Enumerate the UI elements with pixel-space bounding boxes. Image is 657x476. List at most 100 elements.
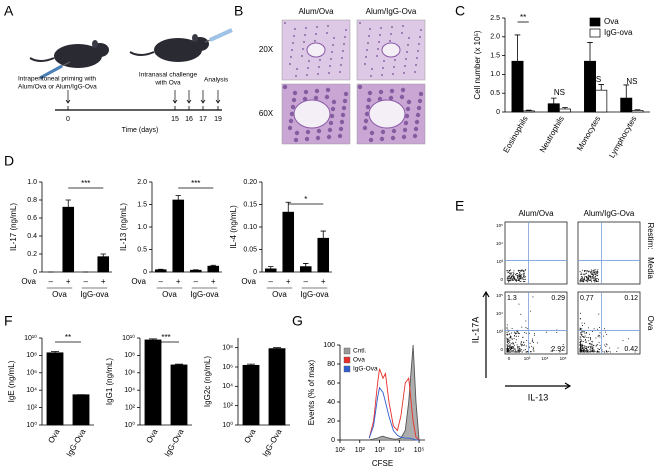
- nucleus: [325, 87, 331, 93]
- y-axis-label: IgE (ng/mL): [7, 360, 16, 402]
- event-dot: [507, 340, 509, 342]
- event-dot: [512, 338, 514, 340]
- x-tick-label: 10¹: [335, 447, 346, 454]
- event-dot: [533, 334, 535, 336]
- event-dot: [511, 351, 513, 353]
- y-tick-label: 10⁴: [26, 387, 37, 394]
- timeline-xlabel: Time (days): [122, 127, 159, 134]
- arrow: [172, 90, 178, 104]
- y-tick-label: 10³: [496, 259, 503, 264]
- y-tick-label: 2.0: [137, 179, 147, 186]
- event-dot: [583, 351, 585, 353]
- x-tick-label: –: [84, 277, 89, 286]
- event-dot: [581, 330, 583, 332]
- legend-label: Cntl.: [353, 348, 367, 355]
- event-dot: [508, 272, 510, 274]
- event-dot: [510, 279, 512, 281]
- event-dot: [520, 277, 522, 279]
- event-dot: [604, 328, 606, 330]
- legend-swatch: [589, 17, 601, 27]
- nucleus: [379, 136, 385, 142]
- event-dot: [521, 278, 523, 280]
- bar: [511, 60, 524, 113]
- x-tick-label: +: [286, 277, 291, 286]
- event-dot: [589, 351, 591, 353]
- event-dot: [511, 347, 513, 349]
- event-dot: [511, 278, 513, 280]
- x-tick-label: 10⁵: [414, 447, 425, 454]
- annotation: NS: [554, 88, 565, 97]
- event-dot: [522, 277, 524, 279]
- event-dot: [506, 351, 508, 353]
- event-dot: [530, 351, 532, 353]
- event-dot: [606, 333, 608, 335]
- nucleus: [316, 26, 318, 28]
- y-axis-label: IgG1 (ng/mL): [105, 358, 114, 405]
- error-bar: [525, 109, 532, 111]
- event-dot: [510, 274, 512, 276]
- event-dot: [590, 280, 592, 282]
- nucleus: [357, 84, 363, 90]
- event-dot: [513, 272, 515, 274]
- event-dot: [519, 270, 521, 272]
- y-tick-label: 10⁴: [222, 383, 233, 390]
- event-dot: [579, 327, 581, 329]
- nucleus: [302, 48, 304, 50]
- event-dot: [594, 351, 596, 353]
- event-dot: [532, 349, 534, 351]
- error-bar: [268, 266, 274, 269]
- event-dot: [584, 350, 586, 352]
- event-dot: [523, 276, 525, 278]
- event-dot: [579, 312, 581, 314]
- y-tick-label: 1.0: [137, 224, 147, 231]
- y-tick-label: 0: [143, 269, 147, 276]
- y-axis-label: Events (% of max): [307, 359, 316, 425]
- annotation: **: [520, 13, 526, 22]
- event-dot: [598, 313, 600, 315]
- bar: [547, 103, 560, 113]
- y-axis-label: Cell number (x 10⁵): [473, 30, 482, 99]
- event-dot: [585, 270, 587, 272]
- bar: [282, 211, 295, 273]
- nucleus: [365, 56, 367, 58]
- event-dot: [506, 331, 508, 333]
- arrow: [65, 90, 71, 104]
- event-dot: [559, 351, 561, 353]
- event-dot: [521, 269, 523, 271]
- event-dot: [597, 344, 599, 346]
- event-dot: [515, 351, 517, 353]
- event-dot: [599, 335, 601, 337]
- nucleus: [362, 125, 368, 131]
- event-dot: [520, 274, 522, 276]
- legend-label: IgG-Ova: [353, 366, 378, 373]
- event-dot: [609, 347, 611, 349]
- nucleus: [392, 73, 394, 75]
- event-dot: [591, 276, 593, 278]
- bar: [317, 237, 330, 273]
- event-dot: [581, 334, 583, 336]
- event-dot: [524, 269, 526, 271]
- event-dot: [514, 334, 516, 336]
- event-dot: [582, 331, 584, 333]
- nucleus: [383, 60, 385, 62]
- event-dot: [594, 273, 596, 275]
- event-dot: [594, 278, 596, 280]
- y-tick-label: 0: [33, 269, 37, 276]
- flow-plot: [504, 291, 568, 355]
- y-axis-label: IgG2c (ng/mL): [203, 356, 212, 407]
- event-dot: [586, 351, 588, 353]
- x-tick-label: +: [211, 277, 216, 286]
- nucleus: [378, 89, 384, 95]
- y-tick-label: 60: [327, 380, 335, 387]
- event-dot: [512, 276, 514, 278]
- y-tick-label: 10²: [125, 404, 136, 411]
- nucleus: [294, 28, 296, 30]
- event-dot: [591, 348, 593, 350]
- nucleus: [306, 74, 308, 76]
- bar: [264, 268, 277, 273]
- nucleus: [390, 33, 392, 35]
- event-dot: [514, 332, 516, 334]
- error-bar: [623, 84, 630, 99]
- nucleus: [319, 59, 321, 61]
- error-bar: [65, 199, 71, 208]
